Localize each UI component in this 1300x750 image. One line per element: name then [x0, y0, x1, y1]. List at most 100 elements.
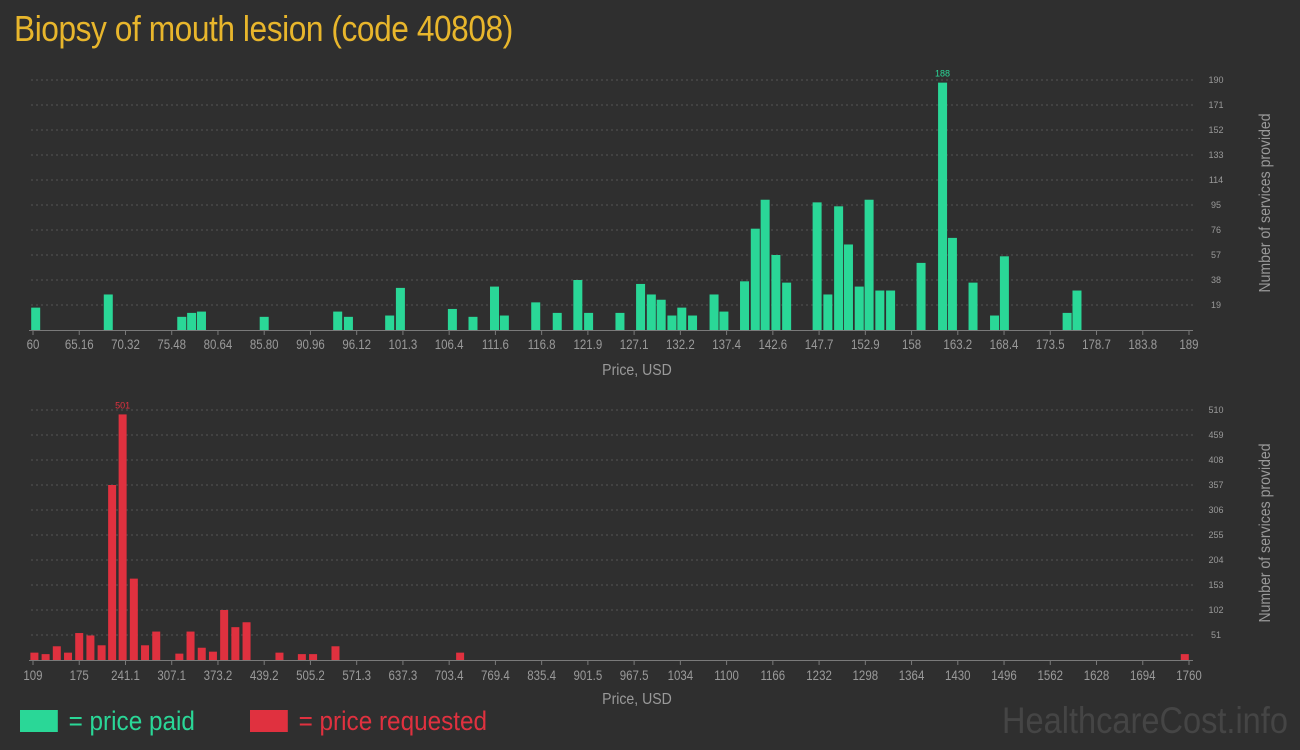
x-tick-label: 116.8	[528, 336, 556, 352]
x-tick-label: 835.4	[527, 667, 556, 683]
x-tick-label: 163.2	[943, 336, 972, 352]
bar	[208, 651, 217, 660]
bar	[615, 312, 625, 330]
bar	[646, 294, 656, 330]
y-tick-label: 51	[1211, 630, 1221, 640]
y-tick-label: 510	[1208, 405, 1223, 415]
y-tick-label: 102	[1208, 605, 1223, 615]
bar	[531, 302, 541, 330]
y-axis-title: Number of services provided	[1256, 113, 1274, 292]
x-tick-label: 1628	[1084, 667, 1110, 683]
x-tick-label: 101.3	[389, 336, 418, 352]
bar	[740, 281, 750, 330]
bar	[333, 311, 343, 330]
bar	[709, 294, 719, 330]
bar	[468, 316, 478, 330]
bar	[812, 202, 822, 330]
legend-swatch-paid	[20, 710, 58, 732]
bar	[86, 635, 95, 660]
x-tick-label: 132.2	[666, 336, 695, 352]
y-tick-label: 306	[1208, 505, 1223, 515]
bar	[275, 652, 284, 660]
x-axis-title: Price, USD	[602, 361, 672, 379]
bar	[999, 256, 1009, 330]
bar	[750, 228, 760, 330]
bar	[30, 652, 39, 660]
x-tick-label: 70.32	[111, 336, 140, 352]
x-tick-label: 137.4	[712, 336, 741, 352]
bar	[152, 631, 161, 660]
x-tick-label: 96.12	[342, 336, 371, 352]
bar	[385, 315, 395, 330]
x-tick-label: 90.96	[296, 336, 325, 352]
x-tick-label: 1496	[991, 667, 1017, 683]
x-tick-label: 178.7	[1082, 336, 1111, 352]
bar	[41, 654, 50, 660]
bar	[220, 610, 229, 660]
bar	[677, 307, 687, 330]
bar	[938, 82, 948, 330]
legend-label-paid: = price paid	[68, 705, 195, 736]
max-value-label: 501	[115, 400, 130, 410]
bar	[584, 312, 594, 330]
bar	[499, 315, 509, 330]
bar	[782, 282, 792, 330]
watermark: HealthcareCost.info	[1002, 700, 1288, 741]
x-tick-label: 183.8	[1128, 336, 1157, 352]
bar	[97, 645, 106, 660]
bar	[187, 312, 197, 330]
bar	[309, 654, 318, 660]
y-tick-label: 76	[1211, 225, 1221, 235]
legend-price-requested: = price requested	[250, 706, 487, 736]
x-tick-label: 111.6	[482, 336, 509, 352]
max-value-label: 188	[935, 69, 950, 79]
bar	[259, 316, 269, 330]
x-tick-label: 241.1	[111, 667, 140, 683]
y-axis-title: Number of services provided	[1256, 443, 1274, 622]
x-tick-label: 1166	[760, 667, 785, 683]
x-tick-label: 373.2	[204, 667, 233, 683]
x-tick-label: 85.80	[250, 336, 279, 352]
bar	[875, 290, 885, 330]
bar	[108, 485, 117, 660]
bar	[760, 199, 770, 330]
x-tick-label: 168.4	[990, 336, 1019, 352]
y-tick-label: 95	[1211, 200, 1221, 210]
y-tick-label: 171	[1208, 100, 1223, 110]
bar	[175, 653, 184, 660]
x-tick-label: 65.16	[65, 336, 94, 352]
x-tick-label: 152.9	[851, 336, 880, 352]
bar	[31, 307, 41, 330]
bar	[456, 652, 465, 660]
x-tick-label: 189	[1179, 336, 1198, 352]
bar	[343, 316, 353, 330]
x-tick-label: 106.4	[435, 336, 464, 352]
bar	[573, 280, 583, 330]
x-tick-label: 142.6	[758, 336, 787, 352]
x-tick-label: 967.5	[620, 667, 649, 683]
y-tick-label: 114	[1209, 175, 1223, 185]
bar	[834, 206, 844, 330]
bar	[1180, 654, 1189, 660]
bar	[771, 255, 781, 330]
y-tick-label: 190	[1208, 75, 1223, 85]
bar	[197, 647, 206, 660]
x-tick-label: 80.64	[204, 336, 233, 352]
x-tick-label: 505.2	[296, 667, 325, 683]
bar	[1062, 312, 1072, 330]
bar	[447, 308, 457, 330]
y-tick-label: 19	[1211, 300, 1221, 310]
x-tick-label: 121.9	[574, 336, 603, 352]
x-tick-label: 307.1	[157, 667, 186, 683]
bar	[52, 646, 61, 660]
y-tick-label: 153	[1208, 580, 1223, 590]
y-tick-label: 408	[1208, 455, 1223, 465]
bar	[636, 283, 646, 330]
x-tick-label: 901.5	[574, 667, 603, 683]
bar	[854, 286, 864, 330]
bar	[688, 315, 698, 330]
x-tick-label: 1034	[668, 667, 694, 683]
y-tick-label: 459	[1208, 430, 1223, 440]
